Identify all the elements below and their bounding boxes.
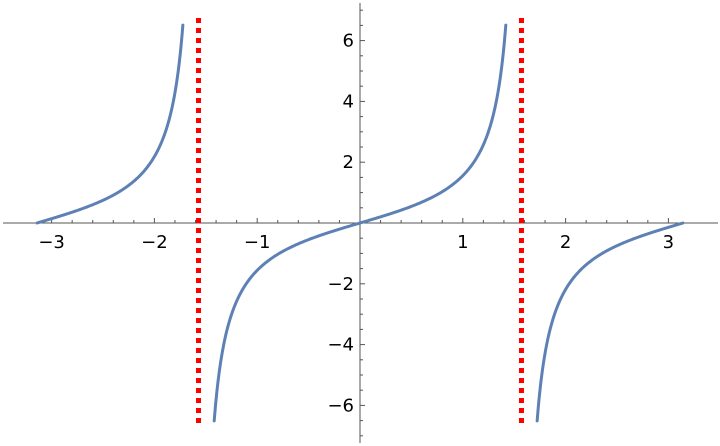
y-tick-label: −4 (327, 335, 354, 356)
series-branch-3 (535, 221, 685, 423)
asymptotes (196, 18, 524, 428)
x-tick-label: −3 (38, 232, 65, 253)
y-tick-label: 6 (343, 31, 354, 52)
series-branch-2 (212, 23, 508, 423)
x-tick-label: −2 (141, 232, 168, 253)
y-tick-label: −6 (327, 395, 354, 416)
series (35, 23, 685, 423)
x-tick-label: 2 (560, 232, 571, 253)
y-tick-label: −2 (327, 274, 354, 295)
series-branch-1 (35, 23, 185, 225)
x-tick-label: 1 (457, 232, 468, 253)
y-tick-label: 2 (343, 152, 354, 173)
y-tick-label: 4 (343, 91, 354, 112)
x-tick-label: −1 (244, 232, 271, 253)
tick-labels: −3 −2 −1 1 2 3 −6 −4 −2 2 4 6 (38, 31, 674, 417)
x-tick-label: 3 (663, 232, 674, 253)
